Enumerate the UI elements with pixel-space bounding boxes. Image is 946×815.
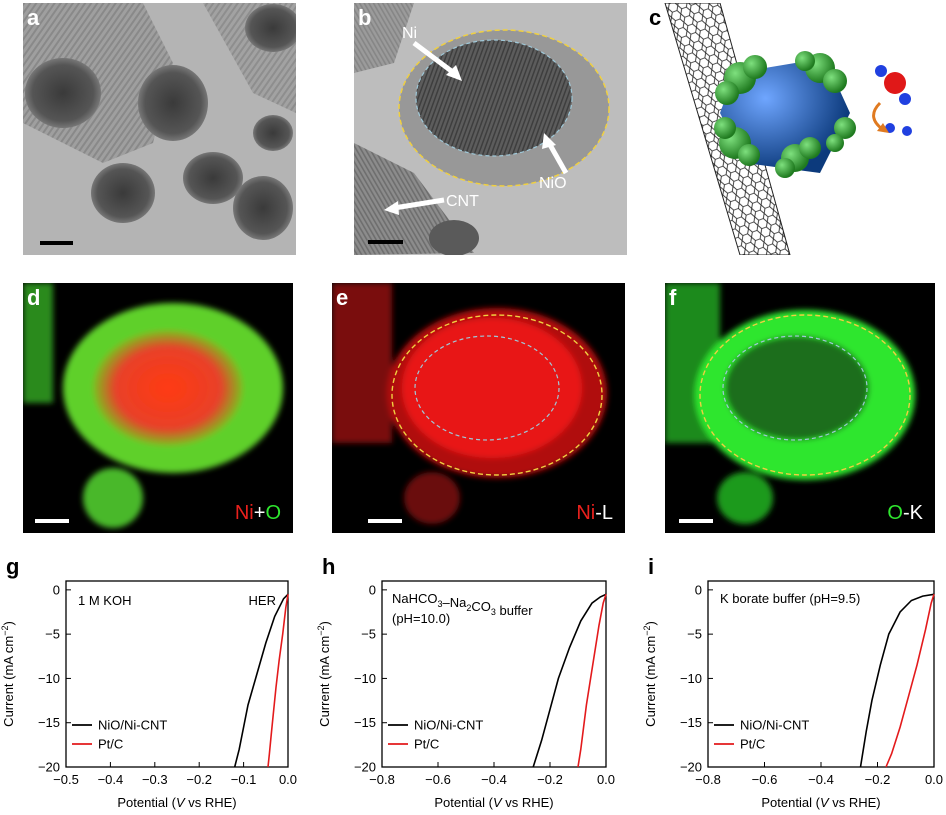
y-tick-label-g-0: 0 [53, 582, 60, 597]
x-tick-label-h-2: −0.4 [481, 772, 507, 787]
y-tick-label-i-1: −5 [687, 627, 702, 642]
map-key-d-sep: + [253, 502, 266, 524]
panel-label-a: a [27, 5, 40, 30]
x-tick-label-i-1: −0.6 [752, 772, 778, 787]
y-tick-label-h-1: −5 [361, 627, 376, 642]
y-tick-label-g-2: −10 [38, 671, 60, 686]
annotation-electrolyte-h: NaHCO3–Na2CO3 buffer [392, 591, 533, 618]
annotation-electrolyte-g: 1 M KOH [78, 593, 131, 608]
x-axis-label-g: Potential (V vs RHE) [117, 795, 236, 810]
y-tick-label-h-2: −10 [354, 671, 376, 686]
y-tick-label-i-0: 0 [695, 582, 702, 597]
legend-label-h-0: NiO/Ni-CNT [414, 718, 483, 733]
y-tick-label-g-1: −5 [45, 627, 60, 642]
y-tick-label-i-3: −15 [680, 715, 702, 730]
annotation-nio: NiO [539, 175, 567, 192]
map-key-f: O-K [887, 502, 923, 525]
tem-image-a [23, 3, 296, 255]
x-tick-label-g-3: −0.2 [186, 772, 212, 787]
x-tick-label-g-5: 0.0 [279, 772, 297, 787]
x-tick-label-g-4: −0.1 [231, 772, 257, 787]
eels-map-panel-d: d Ni+O [23, 283, 293, 533]
panel-label-f: f [669, 285, 677, 310]
tem-image-panel-b: b Ni NiO CNT [354, 3, 627, 255]
panel-label-e: e [336, 285, 349, 310]
ni-o-overlay-map [23, 283, 283, 528]
series-line-h-1 [577, 594, 607, 768]
series-line-i-0 [859, 593, 935, 768]
panel-label-h: h [322, 556, 335, 579]
map-key-e-l: L [601, 502, 613, 524]
map-key-f-sep: - [902, 502, 910, 524]
o-k-edge-map [665, 283, 915, 524]
legend-label-g-0: NiO/Ni-CNT [98, 718, 167, 733]
y-axis-label-h: Current (mA cm−2) [316, 621, 332, 727]
lsv-charts: g −0.5 −0.4 −0.3 −0.2 −0.1 0.0 0 −5 −10 −15 −20 Pote… [0, 556, 943, 810]
legend-label-i-0: NiO/Ni-CNT [740, 718, 809, 733]
scale-bar-e [368, 519, 402, 523]
tem-image-panel-a: a [23, 3, 296, 255]
series-line-g-0 [233, 593, 289, 768]
x-tick-label-g-0: −0.5 [53, 772, 79, 787]
x-tick-label-i-2: −0.4 [808, 772, 834, 787]
map-key-d: Ni+O [235, 502, 281, 525]
annotation-ni: Ni [402, 25, 418, 42]
y-tick-label-h-0: 0 [369, 582, 376, 597]
schematic-panel-c: c [645, 3, 935, 255]
x-axis-label-h: Potential (V vs RHE) [434, 795, 553, 810]
panel-label-d: d [27, 285, 41, 310]
panel-label-b: b [358, 5, 372, 30]
panel-label-c: c [649, 5, 662, 30]
legend-label-i-1: Pt/C [740, 737, 765, 752]
annotation-ph-h: (pH=10.0) [392, 611, 450, 626]
y-tick-label-i-2: −10 [680, 671, 702, 686]
x-tick-label-h-3: −0.2 [537, 772, 563, 787]
scale-bar-d [35, 519, 69, 523]
y-tick-label-h-4: −20 [354, 760, 376, 775]
map-key-e-sep: - [595, 502, 602, 524]
series-line-h-0 [532, 593, 607, 768]
scale-bar-a [40, 241, 73, 245]
x-tick-label-h-0: −0.8 [369, 772, 395, 787]
map-key-e-ni: Ni [576, 502, 596, 524]
plot-frame-g [65, 580, 289, 768]
annotation-electrolyte-i: K borate buffer (pH=9.5) [720, 591, 860, 606]
x-tick-label-h-1: −0.6 [425, 772, 451, 787]
y-axis-label-i: Current (mA cm−2) [642, 621, 658, 727]
x-tick-label-i-4: 0.0 [925, 772, 943, 787]
map-key-f-k: K [909, 502, 923, 524]
map-key-d-ni: Ni [234, 502, 254, 524]
series-line-i-1 [885, 594, 935, 768]
legend-label-h-1: Pt/C [414, 737, 439, 752]
x-tick-label-i-3: −0.2 [865, 772, 891, 787]
legend-label-g-1: Pt/C [98, 737, 123, 752]
eels-map-panel-e: e Ni-L [332, 283, 625, 533]
x-tick-label-g-1: −0.4 [98, 772, 124, 787]
map-key-e: Ni-L [576, 502, 613, 525]
map-key-f-o: O [887, 502, 903, 524]
x-tick-label-i-0: −0.8 [695, 772, 721, 787]
tem-image-b [354, 3, 627, 255]
nio-ni-cnt-schematic [664, 3, 912, 255]
x-tick-label-g-2: −0.3 [142, 772, 168, 787]
annotation-reaction-g: HER [249, 593, 276, 608]
x-axis-label-i: Potential (V vs RHE) [761, 795, 880, 810]
panel-label-i: i [648, 556, 654, 579]
panel-label-g: g [6, 556, 19, 579]
scale-bar-f [679, 519, 713, 523]
y-tick-label-i-4: −20 [680, 760, 702, 775]
ni-l-edge-map [332, 283, 607, 524]
y-tick-label-g-4: −20 [38, 760, 60, 775]
series-line-g-1 [267, 594, 289, 768]
annotation-cnt: CNT [446, 193, 479, 210]
x-tick-label-h-4: 0.0 [597, 772, 615, 787]
y-tick-label-g-3: −15 [38, 715, 60, 730]
y-tick-label-h-3: −15 [354, 715, 376, 730]
eels-map-panel-f: f O-K [665, 283, 935, 533]
scale-bar-b [368, 240, 403, 244]
y-axis-label-g: Current (mA cm−2) [0, 621, 16, 727]
map-key-d-o: O [265, 502, 281, 524]
